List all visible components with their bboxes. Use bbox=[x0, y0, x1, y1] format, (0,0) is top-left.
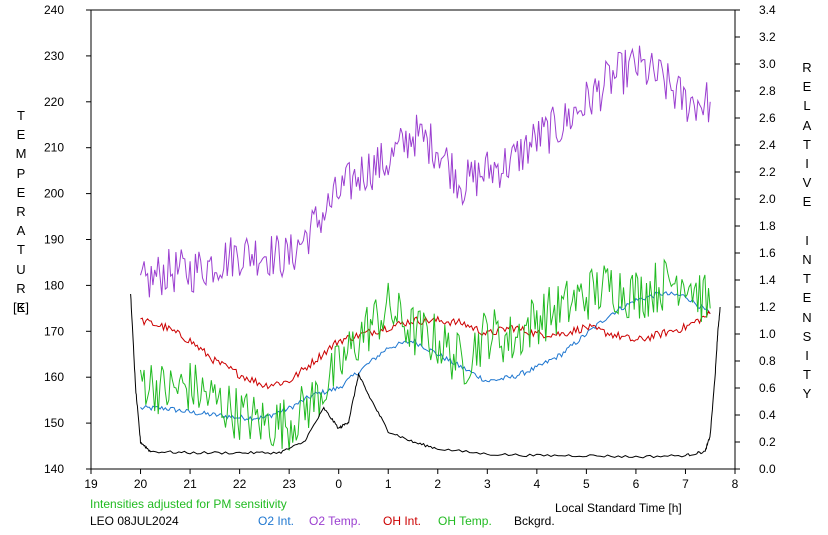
axis-title-letter bbox=[798, 212, 816, 231]
y-right-tick-label: 1.6 bbox=[759, 246, 776, 260]
x-tick-label: 1 bbox=[385, 477, 392, 491]
y-right-tick-label: 1.0 bbox=[759, 327, 776, 341]
axis-title-letter: E bbox=[802, 290, 812, 306]
axis-title-letter: I bbox=[805, 156, 809, 172]
axis-title-letter: P bbox=[16, 165, 26, 181]
x-tick-label: 4 bbox=[534, 477, 541, 491]
series-group bbox=[130, 45, 721, 459]
y-left-tick-label: 180 bbox=[44, 278, 64, 292]
axis-title-letter: R bbox=[802, 60, 812, 75]
axis-title-letter: S bbox=[802, 328, 812, 344]
x-tick-label: 0 bbox=[335, 477, 342, 491]
axis-title-letter: E bbox=[802, 79, 812, 95]
x-axis-label: Local Standard Time [h] bbox=[555, 501, 682, 515]
axis-title-letter: T bbox=[17, 242, 25, 258]
axis-title-letter: E bbox=[16, 184, 26, 200]
axis-title-letter: L bbox=[803, 98, 811, 114]
y-right-tick-label: 0.8 bbox=[759, 354, 776, 368]
x-tick-label: 8 bbox=[732, 477, 739, 491]
axis-title-letter: I bbox=[805, 348, 809, 364]
y-left-tick-label: 150 bbox=[44, 416, 64, 430]
y-left-tick-label: 230 bbox=[44, 49, 64, 63]
legend-entry: OH Temp. bbox=[438, 514, 492, 528]
legend-entry: O2 Int. bbox=[258, 514, 295, 528]
legend-entry: OH Int. bbox=[383, 514, 422, 528]
axis-title-letter: T bbox=[803, 271, 811, 287]
axis-title-letter: Y bbox=[802, 386, 812, 402]
y-left-tick-label: 190 bbox=[44, 233, 64, 247]
legend-entry: O2 Temp. bbox=[309, 514, 361, 528]
axis-title-letter: V bbox=[802, 175, 812, 191]
legend-entry: Bckgrd. bbox=[514, 514, 555, 528]
series-line-oh-temp bbox=[140, 258, 711, 451]
y-right-tick-label: 3.4 bbox=[759, 3, 776, 17]
y-right-tick-label: 0.0 bbox=[759, 462, 776, 476]
x-tick-label: 21 bbox=[183, 477, 197, 491]
axis-title-letter: E bbox=[16, 127, 26, 143]
y-right-tick-label: 2.4 bbox=[759, 138, 776, 152]
station-date: LEO 08JUL2024 bbox=[90, 514, 179, 528]
axis-title-letter: E bbox=[802, 194, 812, 210]
axis-title-letter: U bbox=[16, 261, 26, 277]
y-right-tick-label: 2.2 bbox=[759, 165, 776, 179]
y-right-tick-label: 0.2 bbox=[759, 435, 776, 449]
y-right-tick-label: 1.8 bbox=[759, 219, 776, 233]
axis-title-letter: R bbox=[16, 204, 26, 220]
left-axis-unit: [K] bbox=[13, 300, 29, 315]
x-tick-label: 3 bbox=[484, 477, 491, 491]
y-left-tick-label: 170 bbox=[44, 324, 64, 338]
series-line-bckgrd bbox=[130, 293, 721, 459]
axis-title-letter: N bbox=[802, 252, 812, 268]
y-right-tick-label: 0.6 bbox=[759, 381, 776, 395]
y-left-tick-label: 220 bbox=[44, 95, 64, 109]
series-line-o2-int bbox=[140, 291, 711, 422]
x-tick-label: 20 bbox=[134, 477, 148, 491]
pm-note: Intensities adjusted for PM sensitivity bbox=[90, 497, 287, 511]
y-right-tick-label: 3.2 bbox=[759, 30, 776, 44]
y-left-tick-label: 200 bbox=[44, 187, 64, 201]
y-left-tick-label: 240 bbox=[44, 3, 64, 17]
axis-title-letter: R bbox=[16, 280, 26, 296]
axis-title-letter: E bbox=[16, 300, 26, 316]
axis-title-letter: T bbox=[803, 367, 811, 383]
series-line-o2-temp bbox=[140, 45, 711, 298]
x-tick-label: 23 bbox=[282, 477, 296, 491]
y-right-tick-label: 0.4 bbox=[759, 408, 776, 422]
y-left-tick-label: 160 bbox=[44, 370, 64, 384]
x-tick-label: 5 bbox=[583, 477, 590, 491]
y-right-tick-label: 2.8 bbox=[759, 84, 776, 98]
axis-title-letter: A bbox=[16, 223, 26, 239]
y-right-tick-label: 2.0 bbox=[759, 192, 776, 206]
x-tick-label: 2 bbox=[434, 477, 441, 491]
y-right-tick-label: 1.4 bbox=[759, 273, 776, 287]
y-right-tick-label: 2.6 bbox=[759, 111, 776, 125]
y-right-tick-label: 3.0 bbox=[759, 57, 776, 71]
axis-title-letter: T bbox=[803, 136, 811, 152]
y-right-tick-label: 1.2 bbox=[759, 300, 776, 314]
x-tick-label: 7 bbox=[682, 477, 689, 491]
x-tick-label: 6 bbox=[633, 477, 640, 491]
x-tick-label: 22 bbox=[233, 477, 247, 491]
axis-title-letter: N bbox=[802, 309, 812, 325]
axis-title-letter: I bbox=[805, 232, 809, 248]
axis-title-letter: T bbox=[17, 108, 25, 123]
axis-title-letter: A bbox=[802, 117, 812, 133]
x-tick-label: 19 bbox=[84, 477, 98, 491]
y-left-tick-label: 210 bbox=[44, 141, 64, 155]
axis-title-letter: M bbox=[15, 146, 27, 162]
axis-ticks: 19 20 21 22 23 0 1 2 3 4 5 6 7 8140150160170180190200… bbox=[44, 3, 776, 491]
y-left-tick-label: 140 bbox=[44, 462, 64, 476]
